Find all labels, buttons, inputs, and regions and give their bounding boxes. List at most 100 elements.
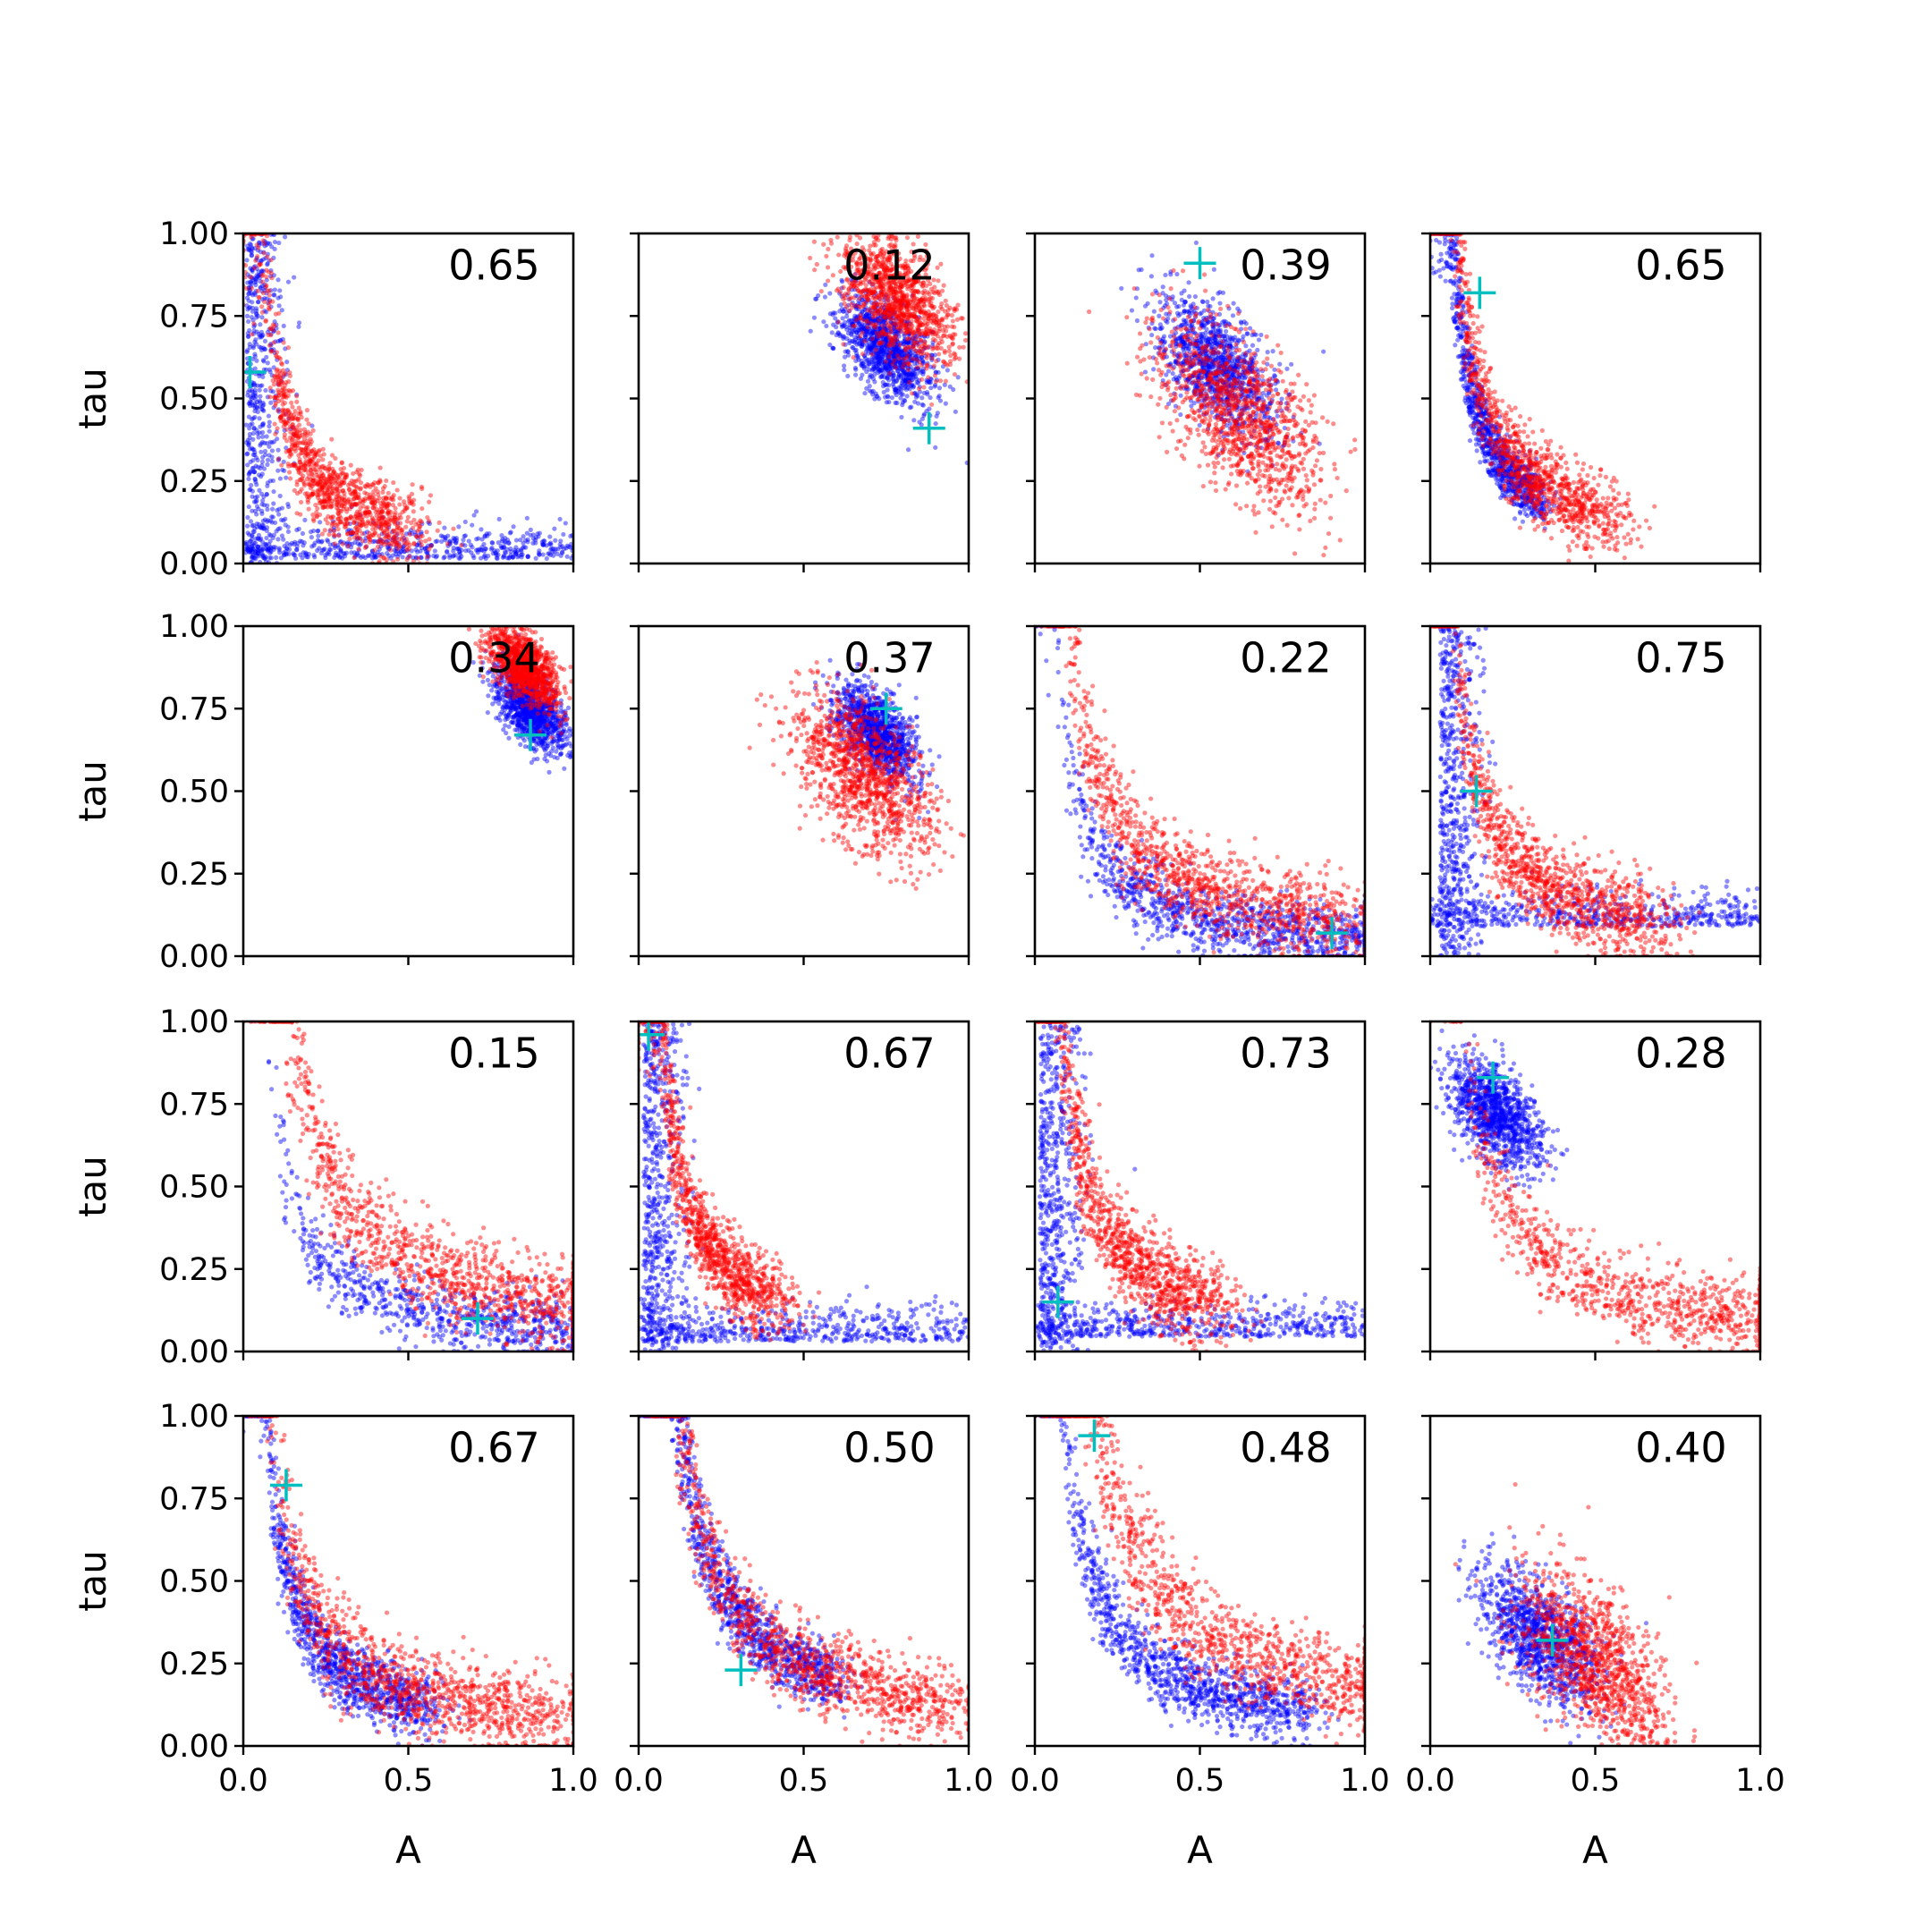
- blue-point: [847, 308, 852, 314]
- red-point: [386, 534, 392, 539]
- blue-point: [894, 352, 900, 357]
- red-point: [284, 379, 289, 386]
- blue-point: [847, 322, 852, 328]
- blue-point: [908, 367, 913, 373]
- blue-point: [909, 404, 914, 410]
- blue-point: [258, 537, 263, 543]
- blue-point: [902, 347, 908, 353]
- blue-point: [911, 342, 916, 347]
- blue-point: [262, 284, 267, 291]
- red-point: [943, 298, 948, 303]
- blue-point: [873, 352, 878, 357]
- red-point: [393, 535, 398, 540]
- blue-point: [426, 543, 431, 548]
- blue-point: [899, 367, 904, 372]
- blue-point: [911, 343, 916, 349]
- red-point: [294, 479, 300, 485]
- red-point: [307, 495, 312, 500]
- blue-point: [867, 357, 872, 362]
- red-point: [367, 509, 372, 515]
- scatter-points: [243, 233, 573, 564]
- red-point: [384, 496, 389, 502]
- blue-point: [877, 333, 882, 339]
- blue-point: [249, 547, 254, 552]
- red-point: [354, 496, 360, 501]
- blue-point: [870, 330, 877, 335]
- red-point: [869, 292, 874, 298]
- red-point: [318, 476, 324, 481]
- blue-point: [876, 353, 882, 360]
- blue-point: [513, 551, 519, 556]
- red-point: [264, 267, 269, 273]
- blue-point: [244, 452, 250, 457]
- red-point: [367, 539, 372, 545]
- blue-point: [884, 400, 889, 405]
- red-point: [332, 533, 338, 538]
- red-point: [371, 489, 377, 495]
- red-point: [261, 241, 267, 247]
- blue-point: [845, 373, 851, 379]
- blue-point: [845, 330, 852, 336]
- red-point: [931, 304, 937, 309]
- blue-point: [860, 288, 866, 293]
- blue-point: [872, 329, 878, 335]
- red-point: [354, 502, 360, 507]
- blue-point: [893, 390, 898, 395]
- blue-point: [845, 352, 852, 358]
- blue-point: [878, 343, 884, 348]
- blue-point: [244, 258, 250, 263]
- blue-point: [414, 543, 419, 548]
- blue-point: [252, 450, 258, 455]
- blue-point: [934, 377, 939, 383]
- red-point: [282, 419, 288, 425]
- red-point: [308, 468, 314, 473]
- blue-point: [254, 255, 259, 261]
- blue-point: [858, 326, 863, 332]
- blue-point: [258, 536, 264, 541]
- blue-point: [348, 530, 354, 536]
- red-point: [849, 301, 854, 307]
- red-point: [335, 472, 341, 479]
- blue-point: [914, 360, 920, 366]
- blue-point: [877, 352, 883, 357]
- blue-point: [245, 514, 250, 521]
- blue-point: [856, 335, 861, 341]
- red-point: [343, 501, 348, 506]
- red-point: [366, 509, 371, 514]
- red-point: [393, 515, 398, 521]
- blue-point: [1174, 271, 1180, 277]
- red-point: [293, 433, 299, 438]
- blue-point: [255, 551, 260, 556]
- blue-point: [519, 552, 524, 557]
- blue-point: [861, 314, 867, 319]
- blue-point: [265, 480, 270, 486]
- blue-point: [874, 365, 879, 370]
- blue-point: [306, 551, 311, 557]
- red-point: [386, 508, 392, 513]
- red-point: [896, 308, 902, 313]
- red-point: [366, 533, 371, 539]
- red-point: [326, 467, 332, 472]
- blue-point: [884, 313, 889, 319]
- scatter-points: [808, 233, 969, 466]
- red-point: [340, 488, 346, 494]
- red-point: [886, 354, 892, 360]
- blue-point: [327, 529, 333, 534]
- blue-point: [852, 271, 858, 277]
- blue-point: [910, 337, 915, 343]
- blue-point: [870, 314, 876, 319]
- blue-point: [377, 537, 383, 542]
- blue-point: [860, 324, 865, 329]
- blue-point: [260, 403, 266, 409]
- blue-point: [894, 365, 900, 370]
- blue-point: [263, 255, 268, 261]
- blue-point: [907, 375, 912, 380]
- red-point: [313, 478, 318, 483]
- red-point: [949, 324, 954, 329]
- blue-point: [841, 323, 846, 329]
- blue-point: [294, 544, 300, 549]
- red-point: [299, 446, 304, 452]
- red-point: [299, 487, 304, 492]
- blue-point: [871, 341, 877, 346]
- blue-point: [255, 547, 260, 553]
